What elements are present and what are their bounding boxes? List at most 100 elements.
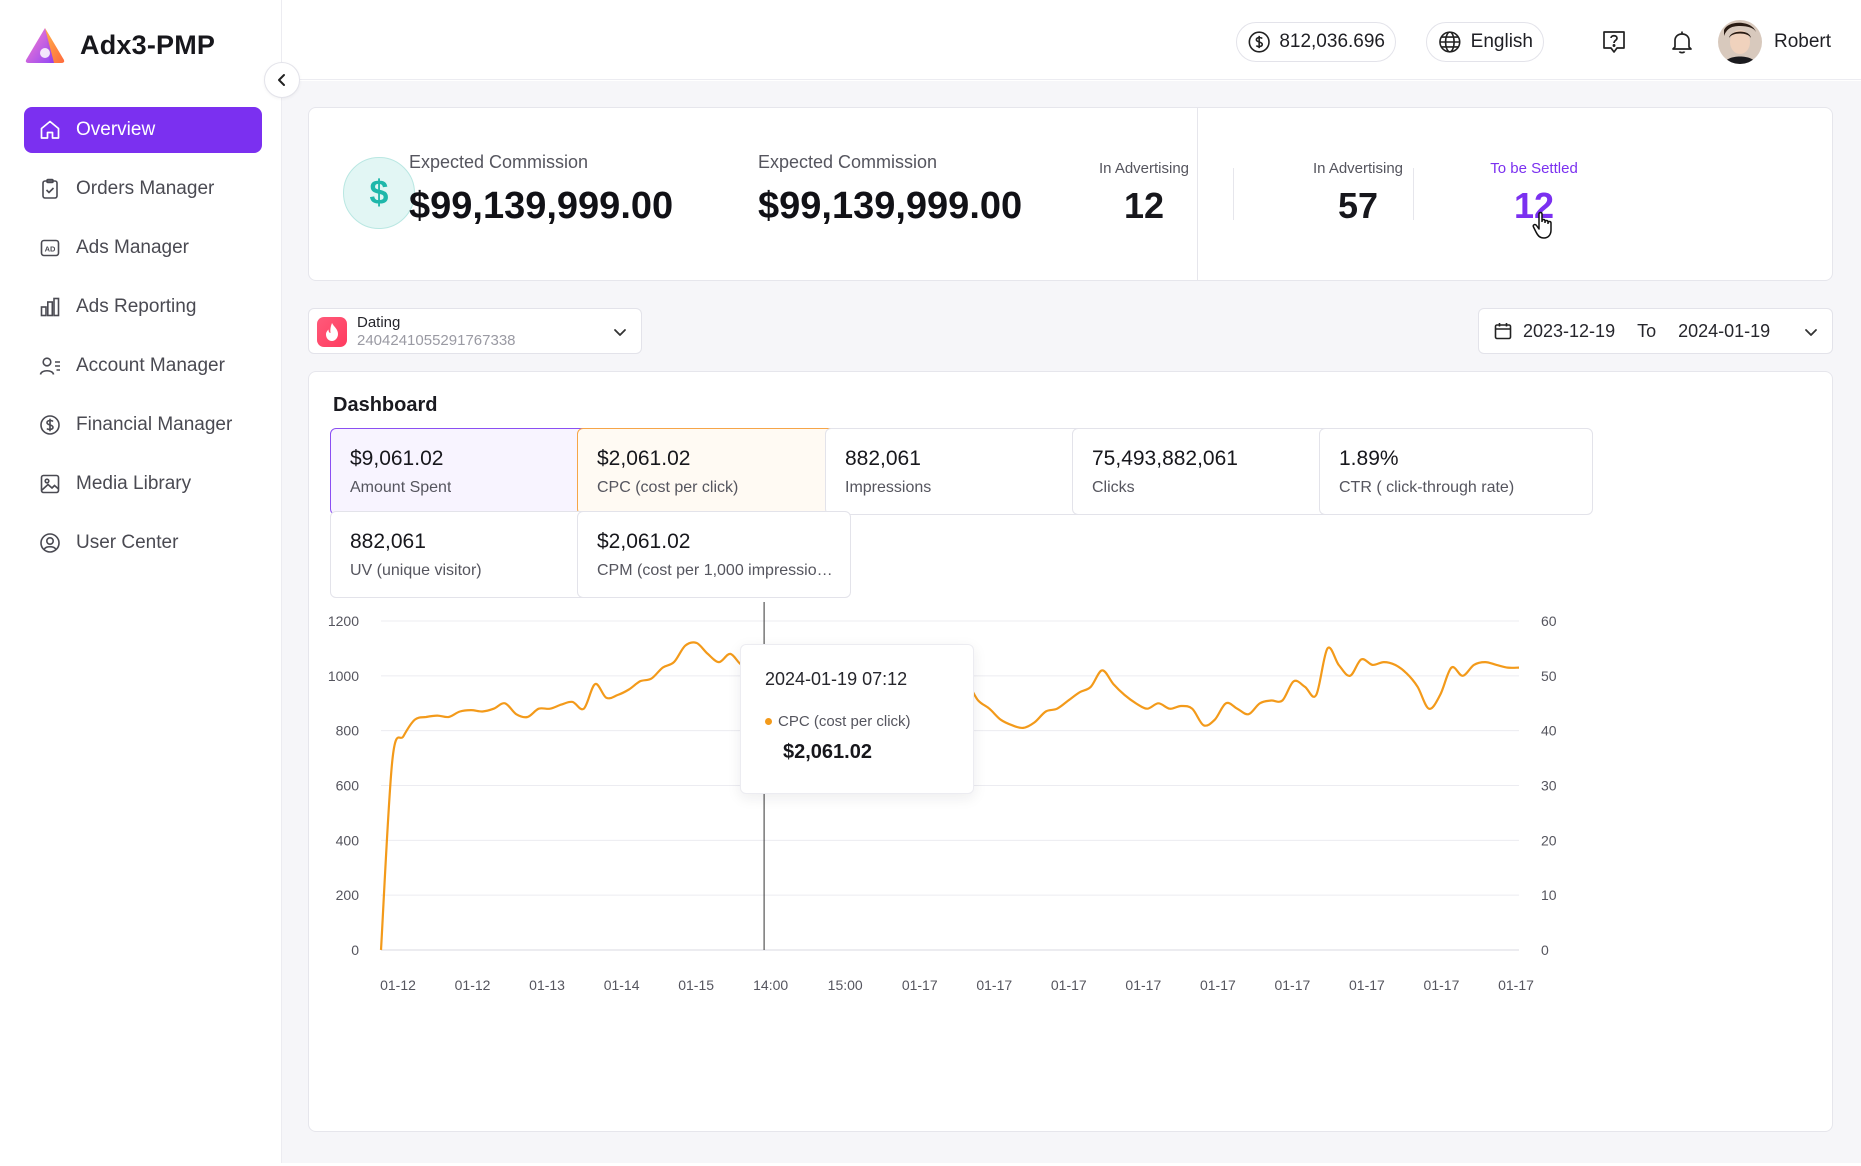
metric-value: $2,061.02 — [597, 447, 691, 470]
metric-clicks[interactable]: 75,493,882,061 Clicks — [1072, 428, 1346, 515]
sidebar-item-ads-reporting[interactable]: Ads Reporting — [24, 284, 262, 330]
y-tick-right: 50 — [1541, 668, 1557, 684]
series-dot — [765, 718, 772, 725]
dollar-icon: $ — [343, 157, 415, 229]
x-tick: 01-17 — [1349, 977, 1385, 993]
metric-uv[interactable]: 882,061 UV (unique visitor) — [330, 511, 604, 598]
x-tick: 15:00 — [828, 977, 863, 993]
dollar-circle-icon — [1248, 31, 1270, 53]
sidebar-item-account-manager[interactable]: Account Manager — [24, 343, 262, 389]
sidebar-item-overview[interactable]: Overview — [24, 107, 262, 153]
x-tick: 01-15 — [678, 977, 714, 993]
tooltip-series: CPC (cost per click) — [765, 713, 911, 730]
y-tick-right: 20 — [1541, 832, 1557, 848]
sidebar-item-label: Account Manager — [76, 355, 225, 376]
sidebar-item-orders-manager[interactable]: Orders Manager — [24, 166, 262, 212]
sidebar-item-media-library[interactable]: Media Library — [24, 461, 262, 507]
bell-icon[interactable] — [1668, 28, 1696, 56]
kpi-in-advertising-1: In Advertising 12 — [1064, 160, 1224, 227]
dating-app-icon — [317, 317, 347, 347]
kpi-value: 12 — [1123, 185, 1165, 226]
cpc-line-chart[interactable]: 0 0 200 10 400 20 600 30 800 40 1000 50 1200 60 01-12 0… — [309, 372, 1832, 1131]
image-icon — [40, 474, 60, 494]
metric-value: 882,061 — [845, 447, 921, 470]
metric-value: $2,061.02 — [597, 530, 691, 553]
metric-value: 1.89% — [1339, 447, 1399, 470]
date-to: 2024-01-19 — [1678, 320, 1771, 341]
x-tick: 01-17 — [1200, 977, 1236, 993]
language-selector[interactable]: English — [1426, 22, 1544, 62]
kpi-label: In Advertising — [1312, 160, 1404, 177]
sidebar-item-user-center[interactable]: User Center — [24, 520, 262, 566]
stats-card: $ Expected Commission $99,139,999.00 Exp… — [308, 107, 1833, 281]
dashboard-title: Dashboard — [333, 394, 438, 416]
collapse-sidebar-button[interactable] — [264, 62, 300, 98]
balance-value: 812,036.696 — [1279, 31, 1385, 52]
home-icon — [40, 120, 60, 139]
x-tick: 01-17 — [1498, 977, 1534, 993]
commission-value: $99,139,999.00 — [758, 185, 1023, 227]
user-name: Robert — [1774, 31, 1832, 52]
metric-cpc[interactable]: $2,061.02 CPC (cost per click) — [577, 428, 851, 515]
app-name: Dating — [357, 314, 401, 331]
x-tick: 01-17 — [1424, 977, 1460, 993]
sidebar: Adx3-PMP Overview Orders Manager AD Ads … — [0, 0, 282, 1163]
user-circle-icon — [40, 533, 60, 553]
sidebar-item-financial-manager[interactable]: Financial Manager — [24, 402, 262, 448]
avatar — [1718, 20, 1762, 64]
y-tick-left: 400 — [336, 832, 360, 848]
y-tick-right: 40 — [1541, 723, 1557, 739]
hand-cursor-icon — [1532, 211, 1552, 239]
metric-ctr[interactable]: 1.89% CTR ( click-through rate) — [1319, 428, 1593, 515]
commission-label: Expected Commission — [758, 152, 938, 172]
y-tick-right: 10 — [1541, 887, 1557, 903]
date-range-picker[interactable]: 2023-12-19 To 2024-01-19 — [1478, 308, 1833, 354]
kpi-to-be-settled[interactable]: To be Settled 12 — [1454, 160, 1614, 227]
divider — [1413, 168, 1414, 220]
calendar-icon — [1494, 323, 1512, 340]
kpi-value: 57 — [1337, 185, 1379, 226]
y-tick-left: 600 — [336, 778, 360, 794]
y-tick-right: 30 — [1541, 778, 1557, 794]
sidebar-item-ads-manager[interactable]: AD Ads Manager — [24, 225, 262, 271]
help-icon[interactable] — [1600, 28, 1628, 56]
divider — [1197, 108, 1198, 280]
sidebar-item-label: Media Library — [76, 473, 192, 494]
x-tick: 01-17 — [976, 977, 1012, 993]
globe-icon — [1439, 31, 1461, 53]
kpi-in-advertising-2: In Advertising 57 — [1278, 160, 1438, 227]
metric-cpm[interactable]: $2,061.02 CPM (cost per 1,000 impression… — [577, 511, 851, 598]
x-tick: 01-17 — [1125, 977, 1161, 993]
sidebar-nav: Overview Orders Manager AD Ads Manager A… — [24, 107, 262, 579]
y-tick-left: 200 — [336, 887, 360, 903]
date-from: 2023-12-19 — [1523, 320, 1616, 341]
tooltip-time: 2024-01-19 07:12 — [765, 669, 908, 689]
commission-block-1: Expected Commission $99,139,999.00 — [409, 152, 673, 228]
brand-logo-icon — [25, 28, 65, 63]
commission-value: $99,139,999.00 — [409, 185, 674, 227]
balance-pill[interactable]: 812,036.696 — [1236, 22, 1396, 62]
sidebar-item-label: Orders Manager — [76, 178, 215, 199]
tooltip-series-name: CPC (cost per click) — [778, 713, 911, 730]
brand[interactable]: Adx3-PMP — [24, 26, 215, 64]
sidebar-item-label: Ads Manager — [76, 237, 190, 258]
app-id: 2404241055291767338 — [357, 332, 516, 349]
app-selector[interactable]: Dating 2404241055291767338 — [308, 308, 642, 354]
sidebar-item-label: Overview — [76, 119, 156, 140]
commission-block-2: Expected Commission $99,139,999.00 — [758, 152, 1022, 228]
dashboard-card: Dashboard $9,061.02 Amount Spent $2,061.… — [308, 371, 1833, 1132]
metric-impressions[interactable]: 882,061 Impressions — [825, 428, 1099, 515]
metric-value: 75,493,882,061 — [1092, 447, 1238, 470]
main-content: $ Expected Commission $99,139,999.00 Exp… — [282, 81, 1861, 1163]
x-tick: 01-12 — [380, 977, 416, 993]
x-tick: 01-17 — [1274, 977, 1310, 993]
x-tick: 01-14 — [604, 977, 640, 993]
user-menu[interactable]: Robert — [1718, 20, 1831, 64]
ad-icon: AD — [40, 239, 60, 257]
sidebar-item-label: Financial Manager — [76, 414, 233, 435]
y-tick-right: 0 — [1541, 942, 1549, 958]
y-tick-left: 800 — [336, 723, 360, 739]
kpi-value: 12 — [1513, 185, 1555, 226]
x-tick: 01-13 — [529, 977, 565, 993]
kpi-label: In Advertising — [1098, 160, 1190, 177]
